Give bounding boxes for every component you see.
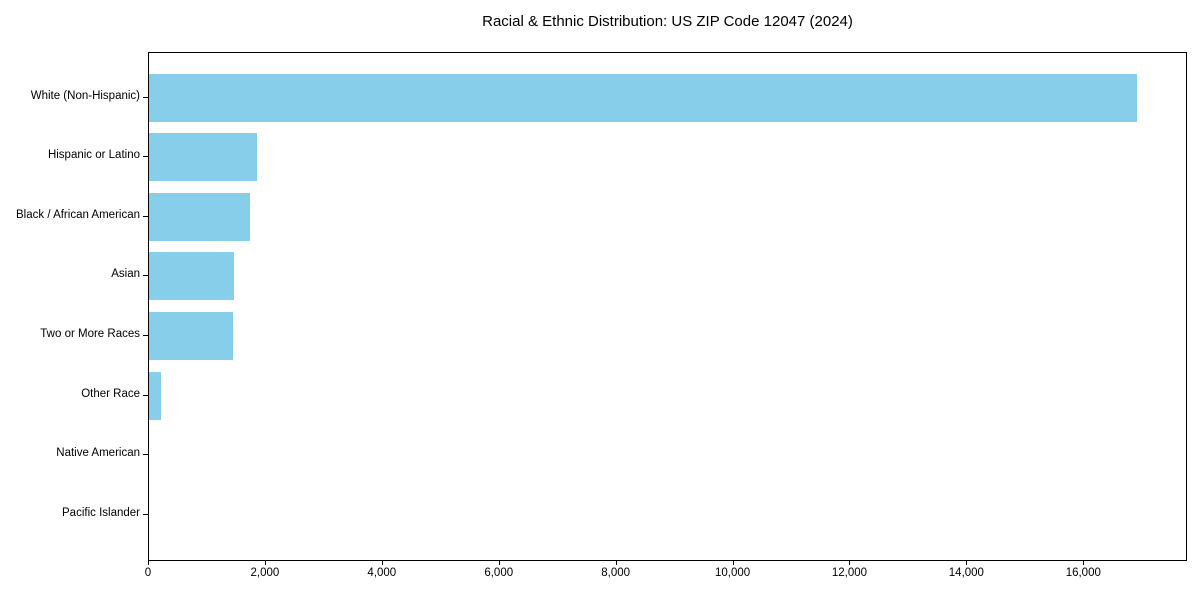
- x-tick-label: 0: [144, 567, 152, 579]
- x-tick-label: 8,000: [601, 567, 631, 579]
- y-tick-label: Hispanic or Latino: [47, 149, 140, 162]
- y-tick-label: Pacific Islander: [62, 506, 140, 519]
- x-tick-mark: [615, 561, 617, 565]
- x-tick-label: 14,000: [948, 567, 984, 579]
- y-tick-mark: [143, 334, 148, 336]
- x-tick-mark: [498, 561, 500, 565]
- x-tick-label: 6,000: [484, 567, 514, 579]
- x-tick-label: 4,000: [367, 567, 397, 579]
- y-tick-label: Asian: [111, 268, 140, 281]
- y-tick-mark: [143, 156, 148, 158]
- bar-white-non-hispanic: [149, 73, 1137, 122]
- y-tick-label: White (Non-Hispanic): [30, 89, 140, 102]
- y-tick-mark: [143, 215, 148, 217]
- x-tick-mark: [381, 561, 383, 565]
- y-tick-mark: [143, 454, 148, 456]
- plot-area: [148, 52, 1187, 561]
- y-tick-mark: [143, 96, 148, 98]
- x-tick-label: 2,000: [250, 567, 280, 579]
- x-tick-mark: [732, 561, 734, 565]
- x-tick-mark: [849, 561, 851, 565]
- bar-hispanic-or-latino: [149, 133, 258, 182]
- x-tick-mark: [1083, 561, 1085, 565]
- bar-other-race: [149, 371, 161, 420]
- x-tick-mark: [148, 561, 149, 565]
- x-tick-label: 12,000: [831, 567, 868, 579]
- bar-asian: [149, 252, 234, 301]
- y-tick-mark: [143, 394, 148, 396]
- y-tick-mark: [143, 275, 148, 277]
- y-tick-mark: [143, 513, 148, 515]
- chart-title: Racial & Ethnic Distribution: US ZIP Cod…: [482, 13, 853, 30]
- bar-two-or-more-races: [149, 311, 233, 360]
- bar-black-african-american: [149, 192, 250, 241]
- x-tick-mark: [264, 561, 266, 565]
- y-tick-label: Other Race: [81, 387, 140, 400]
- y-tick-label: Black / African American: [16, 208, 140, 221]
- x-tick-mark: [966, 561, 968, 565]
- y-tick-label: Two or More Races: [40, 327, 140, 340]
- x-tick-label: 10,000: [714, 567, 751, 579]
- y-tick-label: Native American: [56, 447, 140, 460]
- x-tick-label: 16,000: [1065, 567, 1101, 579]
